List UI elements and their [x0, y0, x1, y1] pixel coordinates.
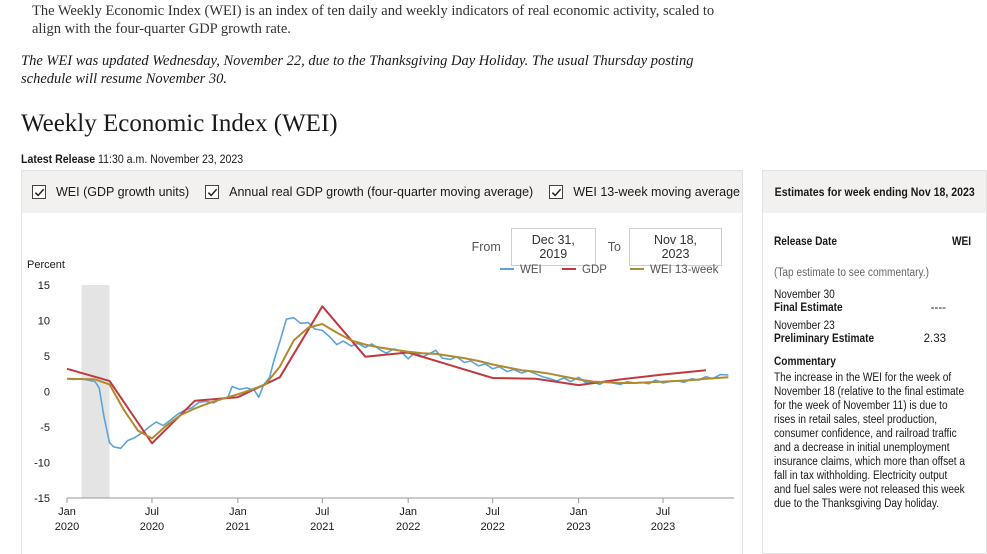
estimate-row-preliminary[interactable]: November 23 Preliminary Estimate 2.33	[774, 320, 986, 346]
legend-label: WEI 13-week	[650, 264, 719, 276]
x-tick-month: Jan	[570, 506, 588, 518]
commentary-title-text: Commentary	[774, 356, 836, 368]
commentary-title: Commentary	[774, 356, 986, 369]
gdp-checkbox[interactable]	[205, 185, 220, 199]
checkmark-icon	[207, 188, 217, 196]
toggle-wei-13wk-label: WEI 13-week moving average	[573, 185, 740, 199]
estimate-date: November 30	[774, 289, 835, 301]
estimates-note-text: (Tap estimate to see commentary.)	[774, 267, 930, 279]
commentary-text: The increase in the WEI for the week of …	[774, 372, 966, 510]
estimate-row-final[interactable]: November 30 Final Estimate ----	[774, 289, 986, 315]
estimate-type: Preliminary Estimate	[774, 333, 875, 345]
estimate-type: Final Estimate	[774, 302, 843, 314]
estimate-value: ----	[930, 302, 946, 314]
latest-release-value: 11:30 a.m. November 23, 2023	[98, 154, 244, 166]
estimates-header: Estimates for week ending Nov 18, 2023	[763, 171, 986, 213]
x-tick-month: Jan	[399, 506, 417, 518]
gdp-series-line	[66, 305, 707, 445]
estimates-note: (Tap estimate to see commentary.)	[774, 267, 986, 280]
estimates-panel: Estimates for week ending Nov 18, 2023 R…	[762, 170, 987, 554]
x-tick-month: Jan	[229, 506, 247, 518]
wei-line-chart: Percent WEI GDP WEI 13-week 15 10 5 0 -5 -10 -15…	[27, 259, 734, 533]
from-label: From	[471, 240, 501, 254]
x-tick-month: Jan	[58, 506, 76, 518]
wei-checkbox[interactable]	[32, 185, 46, 199]
to-label: To	[607, 240, 621, 254]
x-tick-month: Jul	[315, 506, 329, 518]
estimates-column-headers: Release Date WEI	[774, 236, 986, 249]
holiday-notice: The WEI was updated Wednesday, November …	[21, 53, 694, 87]
x-tick-year: 2023	[651, 521, 675, 533]
release-date-column: Release Date	[774, 236, 838, 248]
chart-panel: WEI (GDP growth units) Annual real GDP g…	[21, 170, 743, 554]
latest-release: Latest Release 11:30 a.m. November 23, 2…	[21, 154, 243, 166]
y-tick-label: 0	[44, 387, 50, 399]
wei-13wk-checkbox[interactable]	[549, 185, 564, 199]
y-tick-label: -10	[34, 458, 50, 470]
checkmark-icon	[551, 188, 561, 196]
toggle-wei-label: WEI (GDP growth units)	[56, 185, 190, 199]
x-tick-year: 2020	[140, 521, 164, 533]
y-tick-label: 10	[38, 316, 50, 328]
from-date-input[interactable]: Dec 31, 2019	[510, 228, 596, 266]
wei-13-week-series-line	[66, 323, 729, 440]
chart-legend: WEI GDP WEI 13-week	[500, 264, 719, 276]
toggle-gdp[interactable]: Annual real GDP growth (four-quarter mov…	[205, 185, 533, 199]
date-range: From Dec 31, 2019 To Nov 18, 2023	[472, 228, 722, 266]
x-tick-year: 2021	[226, 521, 250, 533]
toggle-wei-13wk[interactable]: WEI 13-week moving average	[549, 185, 740, 199]
estimates-header-text: Estimates for week ending Nov 18, 2023	[774, 185, 975, 199]
x-tick-year: 2020	[55, 521, 79, 533]
estimate-date: November 23	[774, 320, 835, 332]
x-tick-year: 2023	[566, 521, 590, 533]
intro-text: The Weekly Economic Index (WEI) is an in…	[32, 3, 715, 37]
x-tick-month: Jul	[145, 506, 159, 518]
series-toggles: WEI (GDP growth units) Annual real GDP g…	[22, 171, 742, 213]
latest-release-label: Latest Release	[21, 154, 96, 166]
toggle-wei[interactable]: WEI (GDP growth units)	[32, 185, 189, 199]
estimate-value: 2.33	[923, 333, 946, 345]
to-date-input[interactable]: Nov 18, 2023	[629, 228, 722, 266]
legend-label: GDP	[582, 264, 607, 276]
x-tick-year: 2022	[396, 521, 420, 533]
x-tick-month: Jul	[486, 506, 500, 518]
recession-shading	[81, 285, 110, 498]
checkmark-icon	[34, 188, 44, 196]
page-title: Weekly Economic Index (WEI)	[21, 110, 338, 137]
legend-label: WEI	[520, 264, 542, 276]
y-tick-label: 5	[44, 351, 50, 363]
y-tick-label: -5	[40, 422, 50, 434]
wei-column: WEI	[952, 236, 972, 248]
x-tick-month: Jul	[656, 506, 670, 518]
toggle-gdp-label: Annual real GDP growth (four-quarter mov…	[229, 185, 534, 199]
x-tick-year: 2021	[310, 521, 334, 533]
plot-area: 15 10 5 0 -5 -10 -15 Jan 2020 Jul 2020 Jan 2021 Jul 20…	[34, 280, 734, 533]
y-tick-label: 15	[38, 280, 50, 292]
x-tick-year: 2022	[480, 521, 504, 533]
y-tick-label: -15	[34, 493, 50, 505]
y-axis-title: Percent	[27, 259, 65, 271]
